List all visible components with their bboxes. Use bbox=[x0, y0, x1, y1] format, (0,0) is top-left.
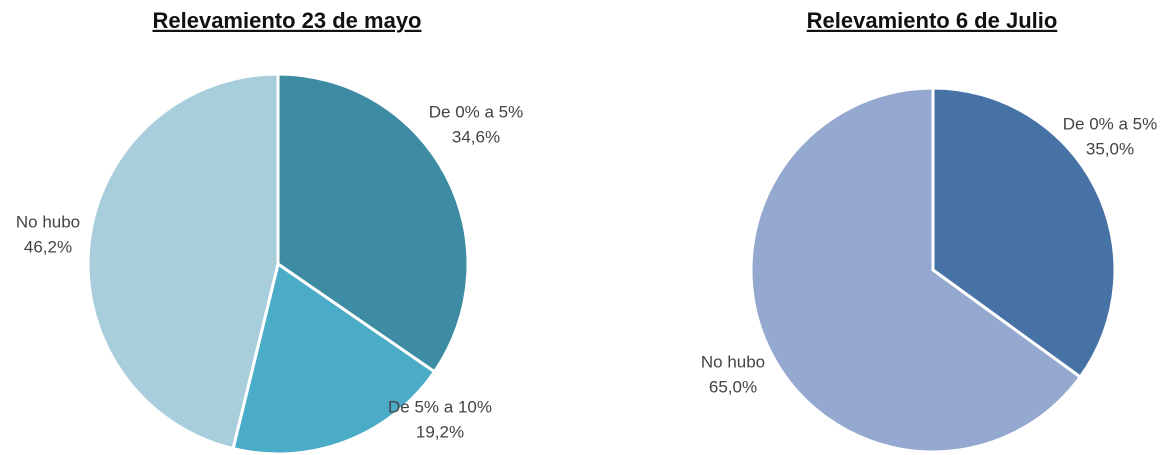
chart-title: Relevamiento 6 de Julio bbox=[807, 8, 1058, 33]
pie-slice bbox=[86, 72, 280, 451]
pie-slice bbox=[276, 72, 470, 374]
slice-label: De 0% a 5% bbox=[429, 102, 524, 121]
slice-label: De 0% a 5% bbox=[1063, 114, 1158, 133]
slice-label: No hubo bbox=[16, 212, 80, 231]
chart-title: Relevamiento 23 de mayo bbox=[152, 8, 421, 33]
pie-slice bbox=[749, 86, 1083, 454]
slice-label: De 5% a 10% bbox=[388, 397, 492, 416]
pie-slice bbox=[231, 261, 437, 455]
slice-value-label: 65,0% bbox=[709, 377, 757, 396]
slice-value-label: 46,2% bbox=[24, 237, 72, 256]
slice-value-label: 34,6% bbox=[452, 127, 500, 146]
pie-slice bbox=[931, 86, 1117, 380]
slice-label: No hubo bbox=[701, 352, 765, 371]
slice-value-label: 19,2% bbox=[416, 422, 464, 441]
slice-value-label: 35,0% bbox=[1086, 139, 1134, 158]
